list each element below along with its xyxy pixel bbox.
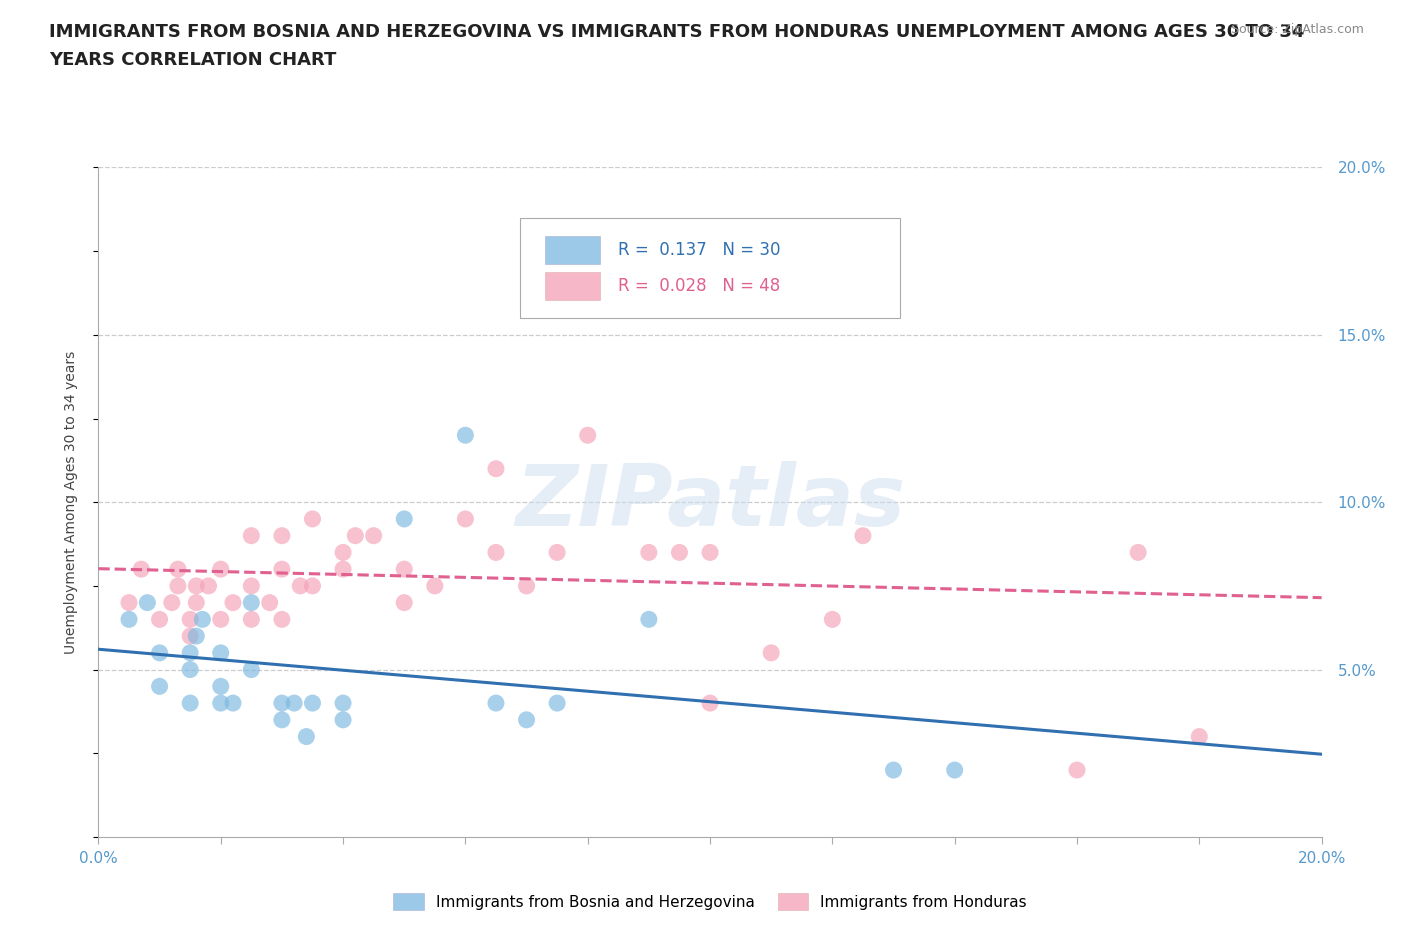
Y-axis label: Unemployment Among Ages 30 to 34 years: Unemployment Among Ages 30 to 34 years (63, 351, 77, 654)
Point (699, 696, 721, 711)
Point (454, 512, 477, 526)
Point (149, 679, 172, 694)
Point (516, 712, 538, 727)
Point (179, 662, 201, 677)
Point (546, 545, 568, 560)
Point (270, 696, 292, 711)
Point (209, 696, 232, 711)
Point (118, 612, 141, 627)
Point (332, 712, 354, 727)
Point (209, 679, 232, 694)
Point (270, 528, 292, 543)
Point (516, 578, 538, 593)
Text: YEARS CORRELATION CHART: YEARS CORRELATION CHART (49, 51, 336, 69)
Point (392, 595, 416, 610)
Point (240, 578, 263, 593)
Point (259, 595, 281, 610)
Point (332, 696, 354, 711)
Point (179, 612, 201, 627)
Point (270, 562, 292, 577)
Point (149, 645, 172, 660)
Point (186, 595, 208, 610)
Point (1188, 729, 1211, 744)
Point (283, 696, 305, 711)
Legend: Immigrants from Bosnia and Herzegovina, Immigrants from Honduras: Immigrants from Bosnia and Herzegovina, … (387, 886, 1033, 916)
Text: R =  0.028   N = 48: R = 0.028 N = 48 (619, 277, 780, 295)
Text: Source: ZipAtlas.com: Source: ZipAtlas.com (1230, 23, 1364, 36)
Point (883, 763, 905, 777)
Point (454, 428, 477, 443)
Point (392, 562, 416, 577)
Point (852, 528, 875, 543)
Point (332, 562, 354, 577)
Point (576, 428, 599, 443)
Point (222, 696, 245, 711)
Point (1128, 545, 1150, 560)
Point (209, 612, 232, 627)
Point (699, 244, 721, 259)
Point (179, 696, 201, 711)
Point (209, 645, 232, 660)
Bar (546, 236, 600, 264)
Point (485, 545, 508, 560)
Point (179, 629, 201, 644)
Text: IMMIGRANTS FROM BOSNIA AND HERZEGOVINA VS IMMIGRANTS FROM HONDURAS UNEMPLOYMENT : IMMIGRANTS FROM BOSNIA AND HERZEGOVINA V… (49, 23, 1305, 41)
Point (129, 562, 152, 577)
Point (699, 545, 721, 560)
Point (392, 512, 416, 526)
Point (240, 662, 263, 677)
Point (167, 578, 190, 593)
Point (222, 595, 245, 610)
Point (136, 595, 159, 610)
Point (423, 578, 446, 593)
Point (118, 595, 141, 610)
Point (759, 645, 782, 660)
Point (290, 578, 312, 593)
Point (637, 545, 661, 560)
Point (546, 696, 568, 711)
Point (485, 696, 508, 711)
Point (167, 562, 190, 577)
Point (363, 528, 385, 543)
Point (149, 612, 172, 627)
Point (668, 545, 690, 560)
Point (301, 578, 323, 593)
Point (240, 528, 263, 543)
Point (186, 578, 208, 593)
Point (821, 612, 844, 627)
Point (209, 562, 232, 577)
Point (301, 696, 323, 711)
FancyBboxPatch shape (520, 218, 900, 318)
Point (332, 545, 354, 560)
Point (943, 763, 966, 777)
Point (270, 712, 292, 727)
Point (179, 645, 201, 660)
Point (270, 612, 292, 627)
Bar (546, 272, 600, 300)
Point (485, 461, 508, 476)
Point (344, 528, 367, 543)
Point (160, 595, 183, 610)
Point (186, 629, 208, 644)
Point (240, 612, 263, 627)
Point (1066, 763, 1088, 777)
Text: R =  0.137   N = 30: R = 0.137 N = 30 (619, 242, 780, 259)
Point (191, 612, 214, 627)
Point (197, 578, 219, 593)
Point (295, 729, 318, 744)
Text: ZIPatlas: ZIPatlas (515, 460, 905, 544)
Point (637, 612, 661, 627)
Point (301, 512, 323, 526)
Point (240, 595, 263, 610)
